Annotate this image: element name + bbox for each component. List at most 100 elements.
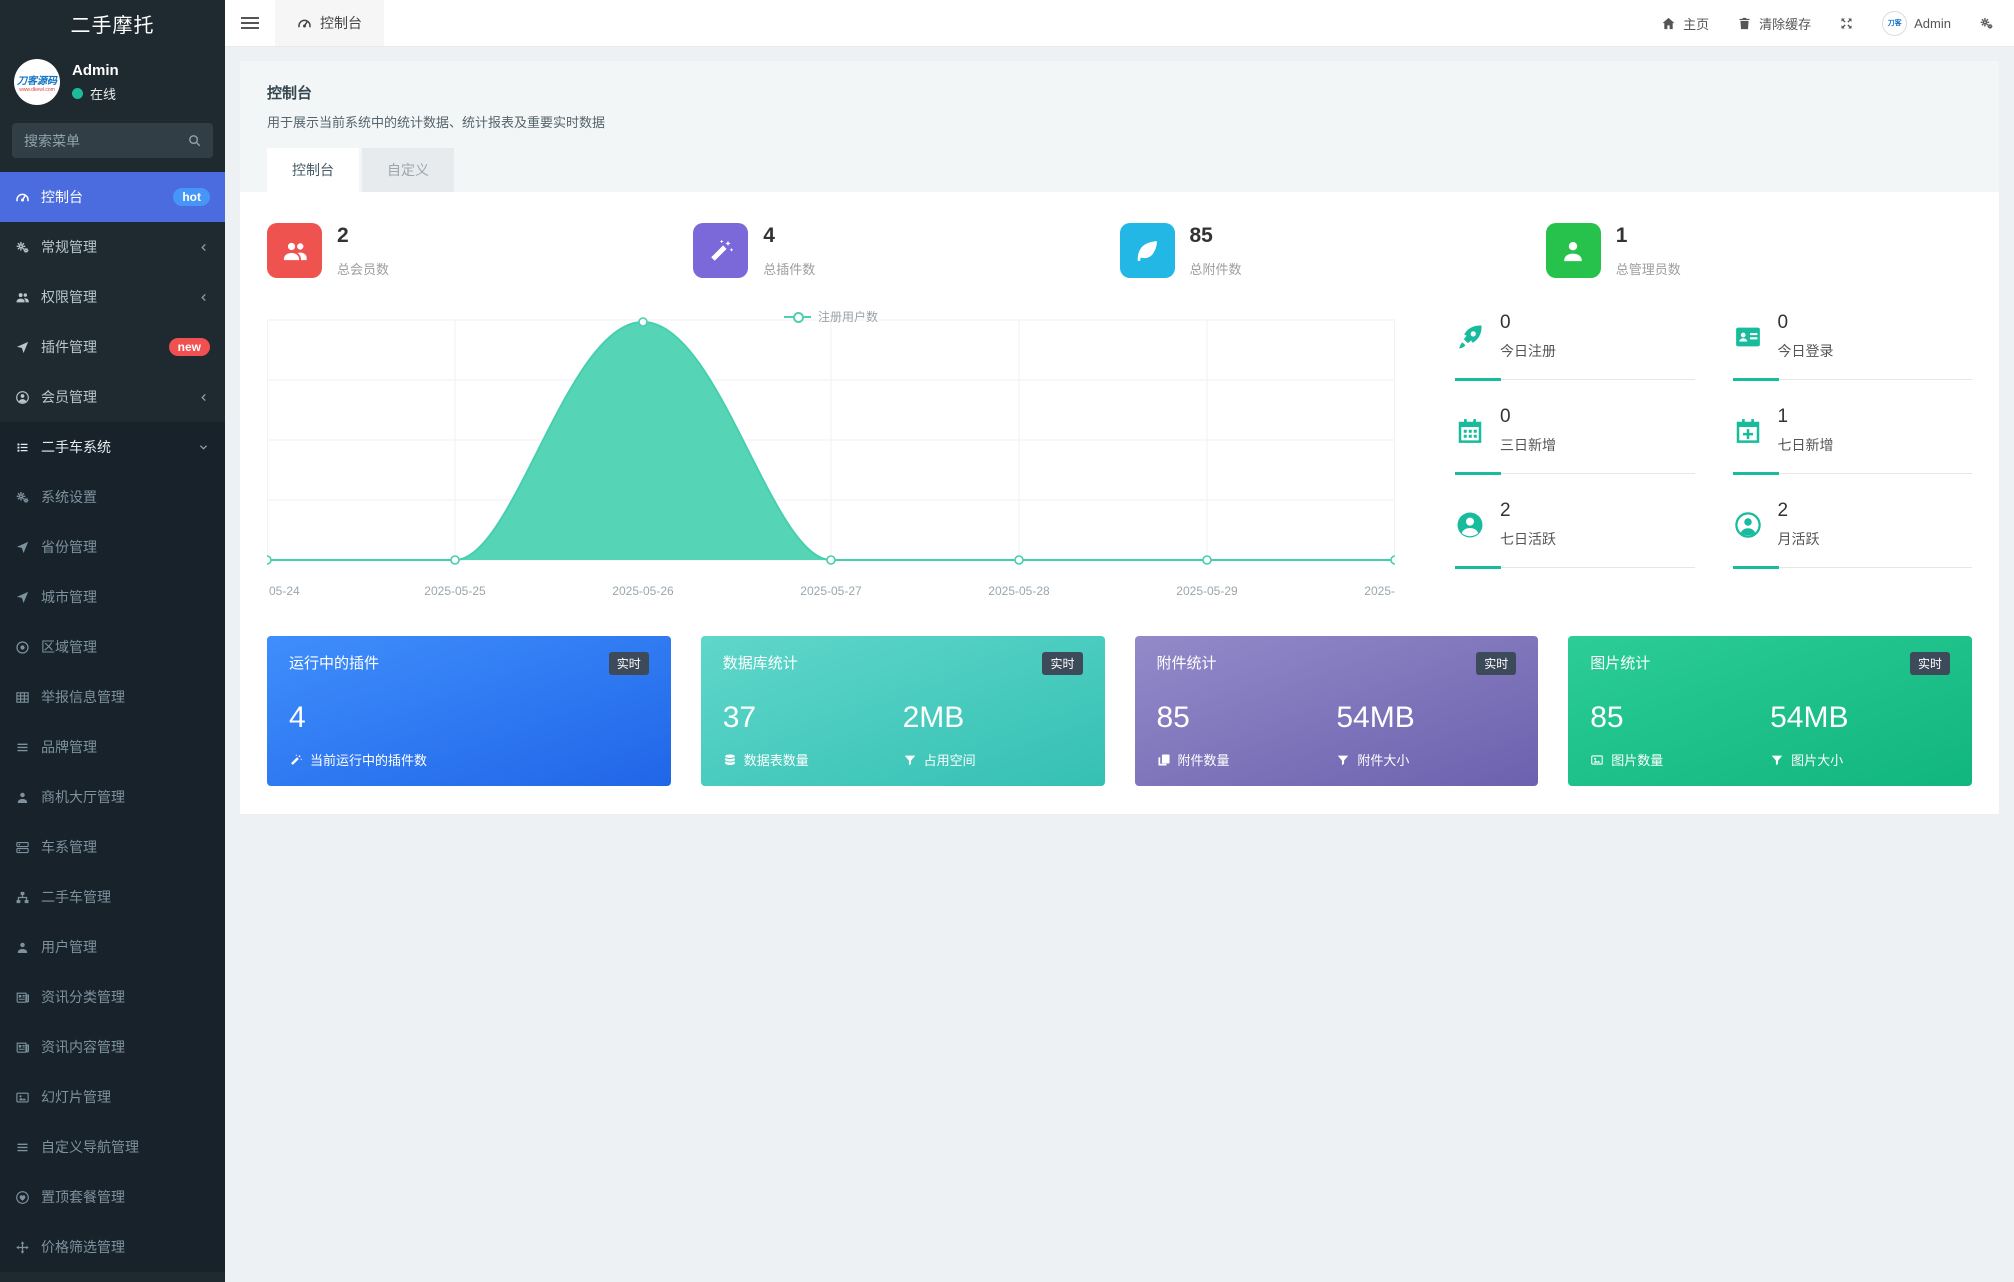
search-input[interactable] [12,123,213,158]
sidebar-item-news-content[interactable]: 资讯内容管理 [0,1022,225,1072]
dot-circle-icon [15,640,30,655]
x-tick: 2025-05-27 [800,584,862,598]
cogs-icon [15,490,30,505]
image-icon [1590,753,1604,767]
card-database-stats: 数据库统计 实时 37 数据表数量 [700,636,1105,786]
sidebar-item-addon[interactable]: 插件管理 new [0,322,225,372]
sidebar-item-custom-nav[interactable]: 自定义导航管理 [0,1122,225,1172]
dashboard-panel: 控制台 用于展示当前系统中的统计数据、统计报表及重要实时数据 控制台 自定义 2… [240,61,1999,814]
sidebar-item-region[interactable]: 区域管理 [0,622,225,672]
stats-row: 2 总会员数 4 总插件数 85 [267,223,1972,278]
gauge-icon [297,16,312,31]
settings-button[interactable] [1979,16,1994,31]
tab-dashboard[interactable]: 控制台 [275,0,384,46]
tab-console[interactable]: 控制台 [267,148,359,192]
registration-chart[interactable]: 注册用户数 [267,308,1395,608]
realtime-badge: 实时 [1909,652,1950,675]
sidebar-item-top-package[interactable]: 置顶套餐管理 [0,1172,225,1222]
sidebar: 二手摩托 刀客源码 www.dkewl.com Admin 在线 控制台 hot… [0,0,225,1282]
card-image-stats: 图片统计 实时 85 图片数量 [1568,636,1972,786]
area-chart-svg: 05-24 2025-05-25 2025-05-26 2025-05-27 2… [267,317,1395,598]
mini-stat-today-register: 0 今日注册 [1455,308,1695,402]
rocket-icon [1455,322,1485,352]
location-arrow-icon [15,540,30,555]
table-icon [15,690,30,705]
sidebar-item-auth[interactable]: 权限管理 [0,272,225,322]
x-tick: 2025-05-25 [424,584,486,598]
online-status-dot [72,87,83,99]
chevron-left-icon [197,241,210,254]
magic-wand-icon [289,753,303,767]
sidebar-item-general[interactable]: 常规管理 [0,222,225,272]
chart-legend: 注册用户数 [783,308,879,325]
user-avatar[interactable]: 刀客源码 www.dkewl.com [14,59,60,105]
stat-value: 85 [1189,224,1213,247]
calendar-plus-icon [1733,416,1763,446]
copy-icon [1157,753,1171,767]
id-card-icon [1733,322,1763,352]
home-icon [1661,16,1676,31]
sitemap-icon [15,890,30,905]
user-icon [15,790,30,805]
stat-total-admins: 1 总管理员数 [1545,223,1972,278]
stat-label: 总附件数 [1189,262,1242,277]
sidebar-item-slideshow[interactable]: 幻灯片管理 [0,1072,225,1122]
user-panel: 刀客源码 www.dkewl.com Admin 在线 [0,47,225,117]
clear-cache-button[interactable]: 清除缓存 [1737,14,1811,33]
panel-header: 控制台 用于展示当前系统中的统计数据、统计报表及重要实时数据 控制台 自定义 [240,61,1999,192]
chevron-down-icon [197,441,210,454]
user-circle-solid-icon [1455,510,1485,540]
sidebar-item-report-info[interactable]: 举报信息管理 [0,672,225,722]
card-running-addons: 运行中的插件 实时 4 当前运行中的插件数 [267,636,671,786]
user-icon [1545,223,1601,278]
stat-total-addons: 4 总插件数 [693,223,1119,278]
sidebar-item-car-series[interactable]: 车系管理 [0,822,225,872]
gauge-icon [15,190,30,205]
panel-body: 2 总会员数 4 总插件数 85 [240,192,1999,814]
sidebar-item-user-mgmt[interactable]: 用户管理 [0,922,225,972]
card-attachment-stats: 附件统计 实时 85 附件数量 [1134,636,1539,786]
newspaper-icon [15,1040,30,1055]
sidebar-menu: 控制台 hot 常规管理 权限管理 插件管理 new 会员管理 二手车系统 [0,172,225,1282]
sidebar-item-city[interactable]: 城市管理 [0,572,225,622]
content-area: 控制台 用于展示当前系统中的统计数据、统计报表及重要实时数据 控制台 自定义 2… [225,47,2014,1282]
user-circle-icon [15,390,30,405]
sidebar-item-member[interactable]: 会员管理 [0,372,225,422]
home-button[interactable]: 主页 [1661,14,1709,33]
sidebar-toggle-button[interactable] [225,0,275,46]
tab-custom[interactable]: 自定义 [362,148,454,192]
sidebar-item-system-settings[interactable]: 系统设置 [0,472,225,522]
topbar-right: 主页 清除缓存 刀客 Admin [1661,10,2014,36]
location-arrow-icon [15,590,30,605]
page-title: 控制台 [267,85,313,102]
mini-stat-7day-active: 2 七日活跃 [1455,496,1695,590]
expand-icon [1839,16,1854,31]
database-icon [723,753,737,767]
admin-menu[interactable]: 刀客 Admin [1882,10,1951,36]
brand-title: 二手摩托 [70,15,155,37]
panel-tabs: 控制台 自定义 [267,148,1972,192]
menu-search [12,123,213,158]
sidebar-item-brand[interactable]: 品牌管理 [0,722,225,772]
sidebar-item-secondhand-system[interactable]: 二手车系统 [0,422,225,472]
leaf-icon [1119,223,1175,278]
sidebar-item-dashboard[interactable]: 控制台 hot [0,172,225,222]
mini-stat-month-active: 2 月活跃 [1732,496,1973,590]
server-icon [15,840,30,855]
sidebar-item-price-filter[interactable]: 价格筛选管理 [0,1222,225,1272]
middle-row: 注册用户数 [267,308,1972,608]
legend-marker-icon [783,311,811,323]
sidebar-item-news-category[interactable]: 资讯分类管理 [0,972,225,1022]
gears-icon [1979,16,1994,31]
page-subtitle: 用于展示当前系统中的统计数据、统计报表及重要实时数据 [267,115,606,130]
sidebar-item-business-hall[interactable]: 商机大厅管理 [0,772,225,822]
user-circle-icon [1733,510,1763,540]
sidebar-item-used-car[interactable]: 二手车管理 [0,872,225,922]
legend-label: 注册用户数 [817,310,879,324]
realtime-badge: 实时 [608,652,649,675]
x-tick: 05-24 [269,584,300,598]
stat-value: 4 [763,224,775,247]
sidebar-item-province[interactable]: 省份管理 [0,522,225,572]
fullscreen-button[interactable] [1839,16,1854,31]
stat-value: 2 [337,224,349,247]
